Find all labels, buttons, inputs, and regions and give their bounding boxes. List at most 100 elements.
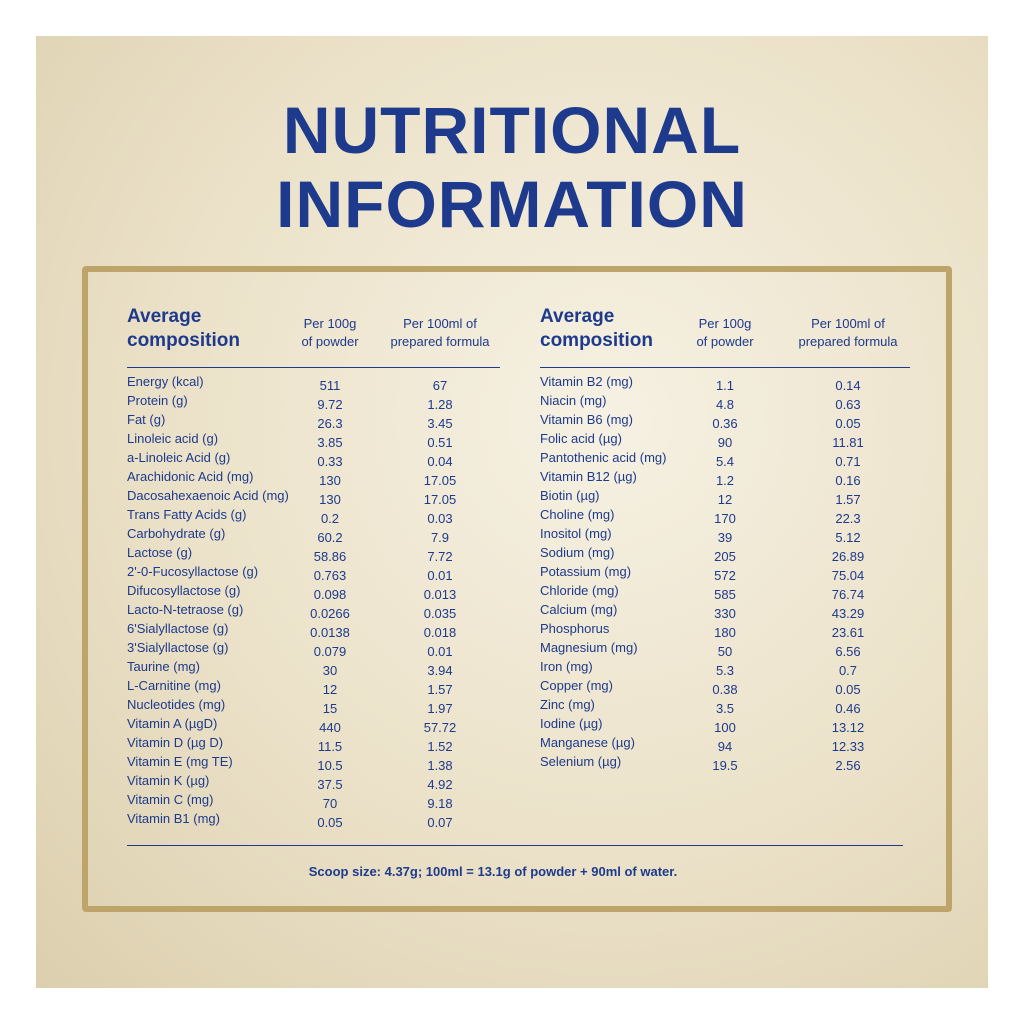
title: INFORMATION bbox=[276, 167, 748, 241]
footer-rule bbox=[127, 845, 903, 846]
per-100ml: 1.52 bbox=[427, 739, 453, 754]
per-100g: 60.2 bbox=[317, 530, 343, 545]
nutrient-name: Carbohydrate (g) bbox=[127, 526, 226, 541]
per-100g: 0.33 bbox=[317, 454, 343, 469]
header-rule bbox=[540, 367, 910, 368]
per-100ml: 0.035 bbox=[423, 606, 457, 621]
per-100g: 0.763 bbox=[313, 568, 347, 583]
per-100g: 0.2 bbox=[320, 511, 340, 526]
nutrient-name: Potassium (mg) bbox=[540, 564, 632, 579]
column-header: of powder bbox=[301, 334, 359, 349]
nutrient-name: Nucleotides (mg) bbox=[127, 697, 226, 712]
nutrient-name: Sodium (mg) bbox=[540, 545, 615, 560]
nutrient-name: Iodine (µg) bbox=[540, 716, 603, 731]
per-100ml: 17.05 bbox=[423, 473, 457, 488]
per-100g: 5.4 bbox=[715, 454, 735, 469]
nutrient-name: Vitamin E (mg TE) bbox=[127, 754, 233, 769]
per-100g: 4.8 bbox=[715, 397, 735, 412]
nutrient-name: a-Linoleic Acid (g) bbox=[127, 450, 231, 465]
nutrient-name: Iron (mg) bbox=[540, 659, 593, 674]
per-100ml: 0.46 bbox=[835, 701, 861, 716]
per-100g: 39 bbox=[717, 530, 733, 545]
per-100ml: 0.51 bbox=[427, 435, 453, 450]
nutrient-name: Protein (g) bbox=[127, 393, 188, 408]
nutrient-name: Dacosahexaenoic Acid (mg) bbox=[127, 488, 289, 503]
per-100ml: 4.92 bbox=[427, 777, 453, 792]
nutrient-name: Difucosyllactose (g) bbox=[127, 583, 241, 598]
per-100g: 330 bbox=[714, 606, 736, 621]
per-100ml: 17.05 bbox=[423, 492, 457, 507]
per-100ml: 1.57 bbox=[835, 492, 861, 507]
column-header: Per 100ml of bbox=[811, 316, 885, 331]
per-100g: 3.5 bbox=[715, 701, 735, 716]
per-100ml: 0.07 bbox=[427, 815, 453, 830]
per-100g: 0.098 bbox=[313, 587, 347, 602]
per-100ml: 1.38 bbox=[427, 758, 453, 773]
per-100g: 511 bbox=[319, 378, 341, 393]
per-100ml: 0.14 bbox=[835, 378, 861, 393]
column-header: of powder bbox=[696, 334, 754, 349]
per-100ml: 3.45 bbox=[427, 416, 453, 431]
nutrient-name: Vitamin K (µg) bbox=[127, 773, 210, 788]
per-100g: 130 bbox=[319, 492, 341, 507]
per-100g: 10.5 bbox=[317, 758, 343, 773]
per-100ml: 11.81 bbox=[832, 435, 864, 450]
nutrient-name: Selenium (µg) bbox=[540, 754, 622, 769]
per-100ml: 0.63 bbox=[835, 397, 861, 412]
per-100ml: 0.013 bbox=[423, 587, 457, 602]
nutrient-name: 6'Sialyllactose (g) bbox=[127, 621, 229, 636]
per-100ml: 0.16 bbox=[835, 473, 861, 488]
nutrient-name: Vitamin A (µgD) bbox=[127, 716, 218, 731]
per-100g: 94 bbox=[717, 739, 733, 754]
per-100ml: 22.3 bbox=[835, 511, 861, 526]
nutrient-name: Inositol (mg) bbox=[540, 526, 612, 541]
nutrient-name: 3'Sialyllactose (g) bbox=[127, 640, 229, 655]
column-header: Per 100ml of bbox=[403, 316, 477, 331]
nutrient-name: L-Carnitine (mg) bbox=[127, 678, 221, 693]
per-100g: 30 bbox=[322, 663, 338, 678]
nutrient-name: Energy (kcal) bbox=[127, 374, 204, 389]
column-header: prepared formula bbox=[390, 334, 490, 349]
per-100g: 37.5 bbox=[317, 777, 343, 792]
nutrient-name: Pantothenic acid (mg) bbox=[540, 450, 667, 465]
per-100g: 572 bbox=[714, 568, 736, 583]
per-100ml: 0.05 bbox=[835, 682, 861, 697]
per-100g: 5.3 bbox=[715, 663, 735, 678]
per-100g: 58.86 bbox=[313, 549, 347, 564]
nutrient-name: Vitamin B2 (mg) bbox=[540, 374, 633, 389]
per-100ml: 1.97 bbox=[427, 701, 453, 716]
nutrient-name: Magnesium (mg) bbox=[540, 640, 638, 655]
nutrient-name: Copper (mg) bbox=[540, 678, 613, 693]
per-100g: 1.2 bbox=[715, 473, 735, 488]
per-100ml: 57.72 bbox=[423, 720, 457, 735]
nutrient-name: Linoleic acid (g) bbox=[127, 431, 219, 446]
per-100g: 3.85 bbox=[317, 435, 343, 450]
per-100g: 205 bbox=[714, 549, 736, 564]
per-100g: 9.72 bbox=[317, 397, 343, 412]
per-100ml: 0.01 bbox=[427, 644, 453, 659]
per-100g: 0.38 bbox=[712, 682, 738, 697]
per-100g: 19.5 bbox=[712, 758, 738, 773]
per-100g: 100 bbox=[714, 720, 736, 735]
nutrient-name: Taurine (mg) bbox=[127, 659, 200, 674]
column-header: Per 100g bbox=[303, 316, 357, 331]
per-100g: 90 bbox=[717, 435, 733, 450]
column-header: Average bbox=[540, 306, 615, 327]
per-100g: 26.3 bbox=[317, 416, 343, 431]
per-100g: 15 bbox=[322, 701, 338, 716]
column-header: composition bbox=[127, 330, 240, 351]
per-100ml: 0.7 bbox=[838, 663, 858, 678]
footer-note: Scoop size: 4.37g; 100ml = 13.1g of powd… bbox=[308, 864, 678, 879]
per-100ml: 5.12 bbox=[835, 530, 861, 545]
per-100ml: 0.04 bbox=[427, 454, 453, 469]
nutrient-name: Arachidonic Acid (mg) bbox=[127, 469, 254, 484]
per-100ml: 23.61 bbox=[831, 625, 865, 640]
nutrient-name: Niacin (mg) bbox=[540, 393, 607, 408]
per-100ml: 0.03 bbox=[427, 511, 453, 526]
per-100g: 1.1 bbox=[715, 378, 735, 393]
per-100ml: 0.018 bbox=[423, 625, 457, 640]
column-header: composition bbox=[540, 330, 653, 351]
per-100ml: 76.74 bbox=[831, 587, 865, 602]
nutrient-name: Folic acid (µg) bbox=[540, 431, 622, 446]
nutrient-name: Vitamin B1 (mg) bbox=[127, 811, 220, 826]
